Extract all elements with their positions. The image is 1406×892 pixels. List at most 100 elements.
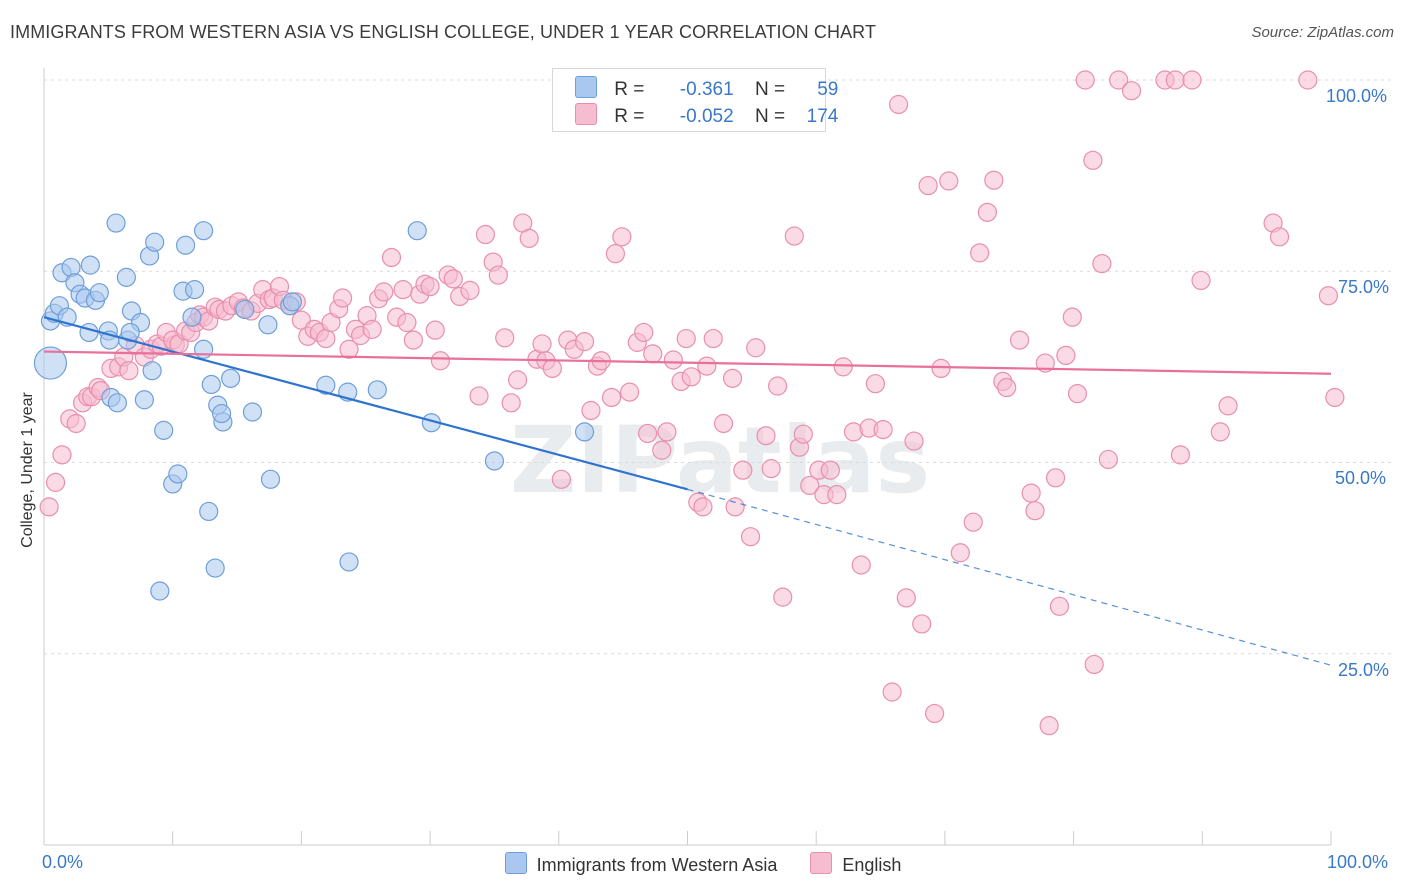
- western-asia-point: [212, 403, 232, 424]
- english-point: [746, 338, 766, 358]
- english-point: [970, 243, 990, 263]
- english-point: [601, 387, 622, 408]
- english-point: [1109, 70, 1129, 90]
- english-point: [501, 393, 521, 413]
- english-point: [508, 370, 528, 390]
- english-point: [551, 469, 571, 489]
- english-point: [950, 543, 970, 563]
- x-axis-min-label: 0.0%: [42, 852, 84, 872]
- english-point: [1021, 483, 1041, 503]
- english-point: [316, 328, 336, 349]
- english-point: [619, 382, 640, 402]
- english-point: [912, 614, 932, 634]
- legend-row-english: R = -0.052 N = 174: [575, 103, 838, 128]
- r-value: -0.361: [679, 79, 734, 100]
- english-point: [657, 422, 677, 442]
- english-point: [581, 400, 601, 421]
- y-tick-75: 75.0%: [1338, 277, 1390, 297]
- english-point: [1182, 70, 1202, 90]
- english-point: [532, 334, 552, 354]
- n-value: 59: [817, 79, 839, 100]
- y-tick-25: 25.0%: [1338, 660, 1390, 680]
- english-point: [1269, 227, 1290, 247]
- r-value: -0.052: [679, 106, 734, 127]
- western-asia-point: [120, 322, 140, 343]
- western-asia-point: [316, 375, 336, 395]
- english-point: [634, 322, 654, 343]
- x-axis-max-label: 100.0%: [1327, 852, 1389, 872]
- english-point: [374, 282, 394, 302]
- western-asia-point: [235, 299, 255, 320]
- western-asia-point: [193, 221, 214, 241]
- english-point: [1170, 445, 1191, 465]
- english-point: [403, 330, 423, 350]
- legend-label: Immigrants from Western Asia: [536, 855, 778, 875]
- english-point: [362, 319, 382, 339]
- r-label: R =: [614, 79, 645, 100]
- western-asia-point: [574, 422, 595, 442]
- english-point: [873, 420, 893, 440]
- english-point: [793, 424, 813, 444]
- english-point: [469, 386, 489, 406]
- english-point: [693, 497, 713, 517]
- english-point: [425, 320, 445, 340]
- english-point: [66, 413, 86, 434]
- english-point: [1075, 70, 1095, 90]
- n-label: N =: [754, 79, 786, 100]
- western-asia-point: [367, 380, 387, 400]
- english-point: [443, 269, 463, 289]
- y-tick-100: 100.0%: [1326, 86, 1388, 106]
- western-asia-point: [407, 221, 427, 241]
- english-point: [984, 170, 1004, 190]
- english-point: [475, 224, 496, 245]
- english-point: [977, 202, 997, 222]
- english-point: [773, 587, 793, 607]
- english-point: [1056, 345, 1076, 365]
- english-point: [652, 440, 672, 460]
- english-point: [827, 485, 847, 505]
- english-point: [612, 227, 632, 247]
- blue-swatch-icon: [575, 76, 597, 98]
- western-asia-point: [182, 307, 202, 327]
- western-asia-point: [484, 451, 505, 471]
- n-label: N =: [754, 106, 786, 127]
- english-point: [1084, 654, 1104, 675]
- western-asia-point: [106, 213, 126, 233]
- blue-swatch-icon: [504, 852, 527, 874]
- western-asia-point: [242, 402, 263, 422]
- english-point: [888, 94, 909, 115]
- pink-swatch-icon: [575, 103, 597, 125]
- english-point: [1049, 596, 1070, 616]
- english-point: [39, 497, 59, 517]
- english-point: [381, 247, 402, 268]
- western-asia-point: [201, 374, 221, 395]
- western-asia-point: [80, 255, 100, 275]
- legend-label: English: [842, 855, 902, 875]
- english-point: [393, 280, 413, 300]
- legend-row-western-asia: R = -0.361 N = 59: [575, 76, 838, 101]
- western-asia-point: [107, 393, 127, 413]
- english-point: [963, 512, 983, 532]
- english-points: [39, 70, 1345, 736]
- western-asia-point: [150, 581, 170, 601]
- english-point: [722, 368, 743, 388]
- english-point: [740, 527, 761, 547]
- english-point: [697, 356, 717, 376]
- english-point: [1035, 353, 1055, 373]
- legend-item-english: English: [810, 852, 901, 876]
- english-point: [733, 460, 753, 480]
- english-point: [1009, 330, 1030, 350]
- english-point: [488, 265, 508, 285]
- english-point: [820, 460, 840, 480]
- english-point: [638, 423, 658, 444]
- western-asia-point: [339, 552, 359, 572]
- english-point: [997, 377, 1017, 398]
- english-point: [1025, 501, 1045, 521]
- english-point: [703, 328, 723, 349]
- western-asia-point: [193, 339, 214, 359]
- english-point: [397, 312, 417, 333]
- english-point: [1045, 468, 1066, 488]
- western-asia-point: [221, 368, 241, 388]
- english-point: [460, 280, 480, 300]
